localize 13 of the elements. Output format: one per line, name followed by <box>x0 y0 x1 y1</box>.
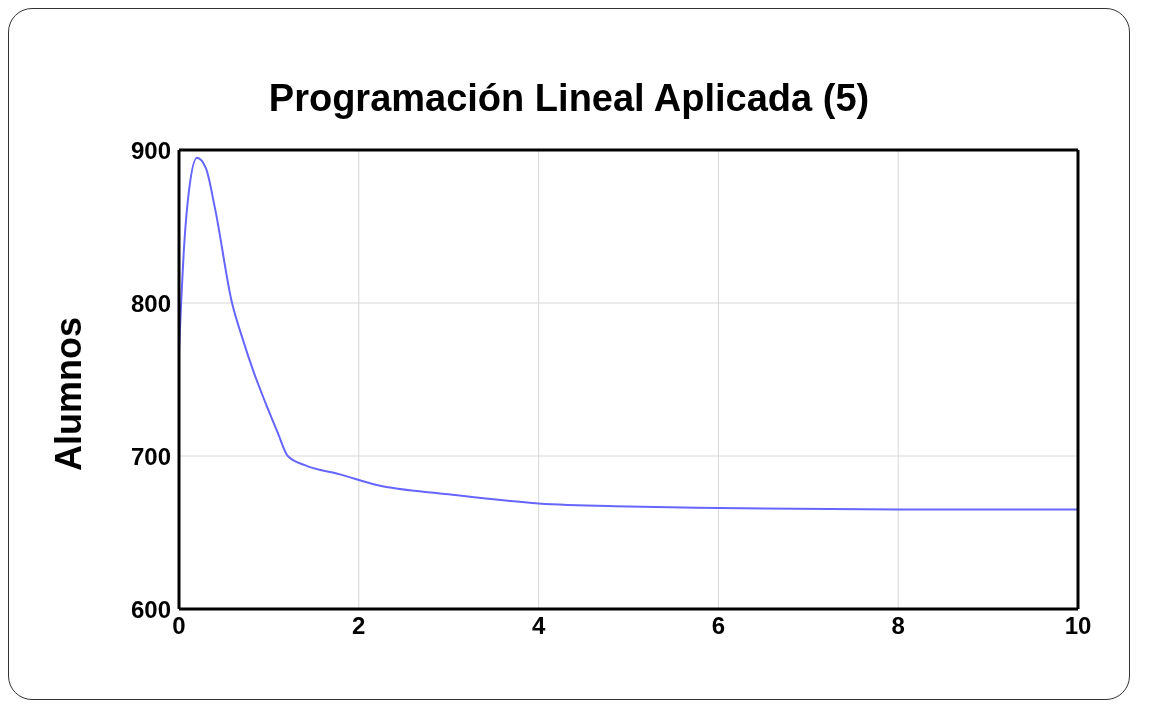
x-tick-label: 8 <box>891 612 905 640</box>
y-tick-label: 900 <box>130 136 171 164</box>
chart-title: Programación Lineal Aplicada (5) <box>267 77 871 120</box>
y-tick-label: 700 <box>130 442 171 470</box>
x-tick-label: 10 <box>1064 612 1092 640</box>
x-tick-label: 0 <box>172 612 186 640</box>
y-tick-label: 600 <box>130 595 171 623</box>
y-axis-title: Alumnos <box>48 316 90 472</box>
x-tick-label: 4 <box>531 612 546 640</box>
line-series <box>179 156 1078 511</box>
x-tick-label: 6 <box>711 612 726 640</box>
x-tick-label: 2 <box>352 612 366 640</box>
y-tick-label: 800 <box>130 289 171 317</box>
